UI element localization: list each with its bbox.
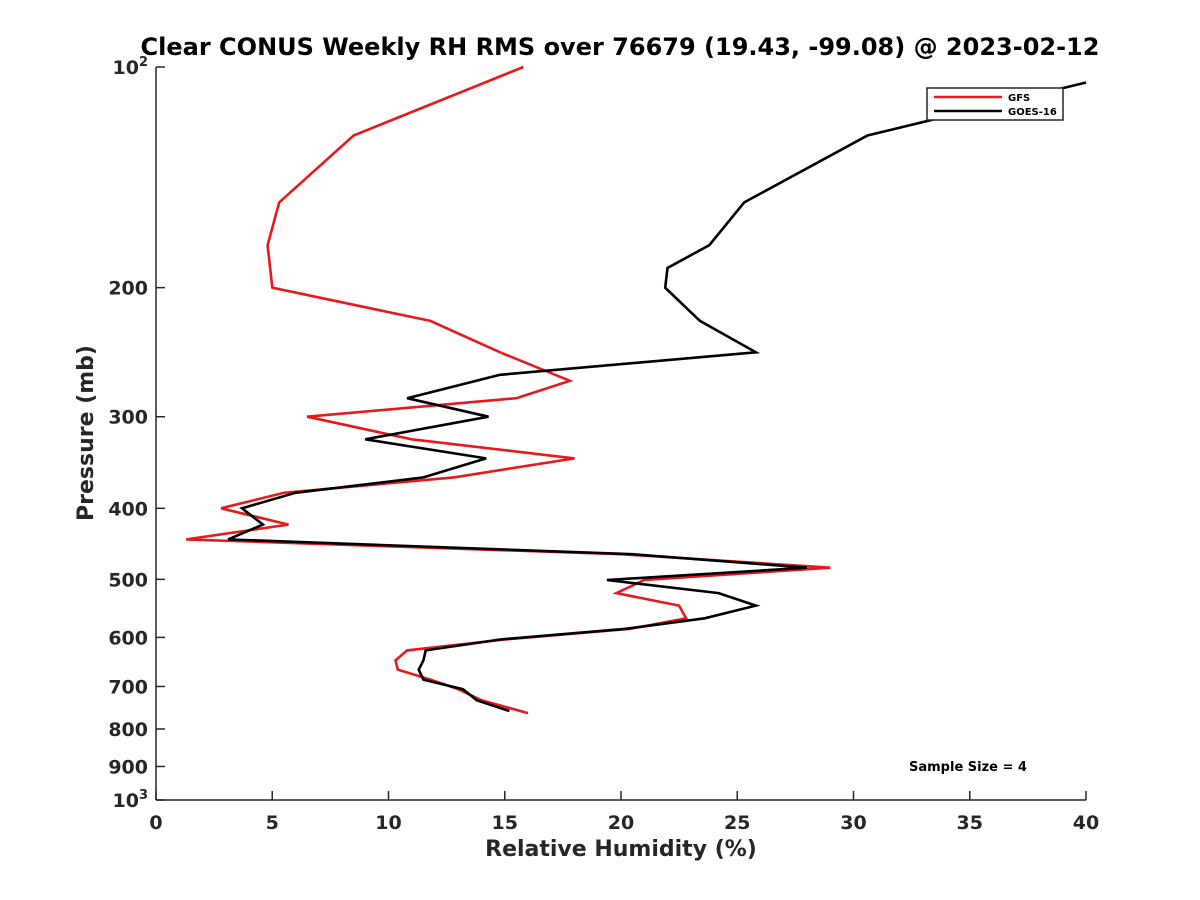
x-tick-label: 35: [957, 812, 983, 834]
y-tick-exponent: 2: [139, 55, 148, 70]
y-tick-label: 102: [113, 55, 149, 79]
legend-label-goes16: GOES-16: [1008, 107, 1057, 118]
y-tick-label: 200: [108, 278, 148, 300]
series-line-gfs: [186, 65, 831, 715]
legend: GFS GOES-16: [926, 87, 1064, 121]
x-axis-label: Relative Humidity (%): [485, 837, 757, 862]
chart-title: Clear CONUS Weekly RH RMS over 76679 (19…: [141, 33, 1100, 61]
series-line-goes16: [227, 81, 1087, 713]
y-axis-label: Pressure (mb): [74, 345, 99, 521]
y-tick-label: 300: [108, 407, 148, 429]
x-ticks: 0 5 10 15 20 25 30 35 40: [149, 791, 1099, 834]
x-tick-label: 25: [724, 812, 750, 834]
y-tick-label: 103: [113, 788, 149, 812]
y-tick-exponent: 3: [139, 788, 148, 803]
sample-size-annotation: Sample Size = 4: [909, 760, 1027, 775]
y-tick-label: 500: [108, 569, 148, 591]
series-layer: [186, 65, 1087, 715]
x-tick-label: 15: [492, 812, 518, 834]
x-tick-label: 40: [1073, 812, 1099, 834]
x-tick-label: 30: [840, 812, 866, 834]
x-tick-label: 5: [266, 812, 279, 834]
legend-box: [926, 87, 1064, 121]
y-tick-label: 700: [108, 676, 148, 698]
legend-label-gfs: GFS: [1008, 93, 1030, 104]
y-tick-base: 10: [113, 790, 139, 812]
x-tick-label: 10: [375, 812, 401, 834]
y-tick-label: 600: [108, 627, 148, 649]
y-tick-label: 900: [108, 756, 148, 778]
y-tick-label: 400: [108, 498, 148, 520]
plot-area: [155, 67, 1086, 801]
x-tick-label: 20: [608, 812, 634, 834]
y-tick-label: 800: [108, 719, 148, 741]
y-tick-base: 10: [113, 57, 139, 79]
x-tick-label: 0: [149, 812, 162, 834]
